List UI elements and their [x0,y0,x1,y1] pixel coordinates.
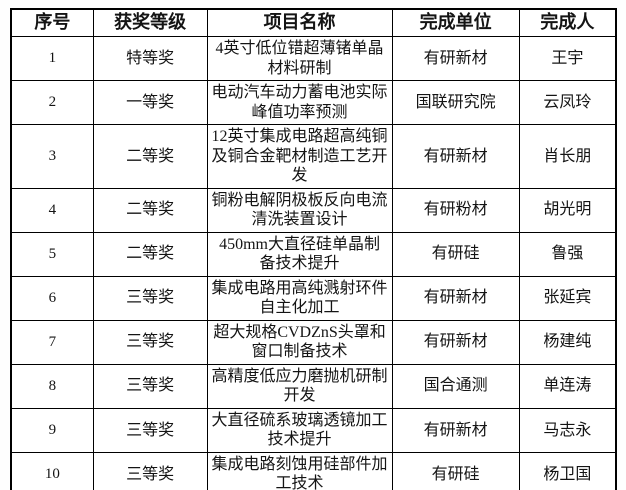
table-row: 8 三等奖 高精度低应力磨抛机研制开发 国合通测 单连涛 [10,363,617,409]
cell-no: 5 [10,231,94,277]
table-row: 4 二等奖 铜粉电解阴极板反向电流清洗装置设计 有研粉材 胡光明 [10,187,617,233]
award-results-table: 序号 获奖等级 项目名称 完成单位 完成人 1 特等奖 4英寸低位错超薄锗单晶材料研… [10,8,617,490]
header-person: 完成人 [518,8,617,37]
cell-level: 一等奖 [92,80,208,126]
cell-no: 4 [10,187,94,233]
cell-project: 12英寸集成电路超高纯铜及铜合金靶材制造工艺开发 [206,124,393,189]
cell-person: 云凤玲 [518,80,617,126]
table-row: 2 一等奖 电动汽车动力蓄电池实际峰值功率预测 国联研究院 云凤玲 [10,80,617,126]
cell-level: 二等奖 [92,187,208,233]
table-header: 序号 获奖等级 项目名称 完成单位 完成人 [10,8,617,37]
cell-person: 胡光明 [518,187,617,233]
cell-level: 三等奖 [92,451,208,490]
cell-person: 马志永 [518,407,617,453]
cell-person: 单连涛 [518,363,617,409]
cell-project: 电动汽车动力蓄电池实际峰值功率预测 [206,80,393,126]
cell-no: 10 [10,451,94,490]
cell-project: 450mm大直径硅单晶制备技术提升 [206,231,393,277]
cell-unit: 有研粉材 [391,187,520,233]
header-project: 项目名称 [206,8,393,37]
header-unit: 完成单位 [391,8,520,37]
table-row: 1 特等奖 4英寸低位错超薄锗单晶材料研制 有研新材 王宇 [10,35,617,82]
cell-unit: 有研硅 [391,451,520,490]
cell-no: 1 [10,35,94,82]
cell-unit: 国联研究院 [391,80,520,126]
table-row: 7 三等奖 超大规格CVDZnS头罩和窗口制备技术 有研新材 杨建纯 [10,319,617,365]
cell-unit: 有研新材 [391,275,520,321]
cell-person: 王宇 [518,35,617,82]
cell-person: 鲁强 [518,231,617,277]
cell-no: 7 [10,319,94,365]
cell-level: 特等奖 [92,35,208,82]
cell-project: 高精度低应力磨抛机研制开发 [206,363,393,409]
cell-person: 肖长朋 [518,124,617,189]
cell-project: 4英寸低位错超薄锗单晶材料研制 [206,35,393,82]
cell-no: 8 [10,363,94,409]
cell-unit: 国合通测 [391,363,520,409]
cell-unit: 有研新材 [391,319,520,365]
cell-level: 三等奖 [92,363,208,409]
cell-unit: 有研新材 [391,124,520,189]
cell-unit: 有研硅 [391,231,520,277]
cell-project: 大直径硫系玻璃透镜加工技术提升 [206,407,393,453]
cell-level: 二等奖 [92,231,208,277]
cell-project: 集成电路用高纯溅射环件自主化加工 [206,275,393,321]
cell-person: 杨建纯 [518,319,617,365]
cell-level: 三等奖 [92,407,208,453]
table-row: 5 二等奖 450mm大直径硅单晶制备技术提升 有研硅 鲁强 [10,231,617,277]
cell-project: 集成电路刻蚀用硅部件加工技术 [206,451,393,490]
cell-no: 9 [10,407,94,453]
cell-person: 杨卫国 [518,451,617,490]
header-level: 获奖等级 [92,8,208,37]
cell-level: 三等奖 [92,275,208,321]
cell-level: 三等奖 [92,319,208,365]
table-body: 1 特等奖 4英寸低位错超薄锗单晶材料研制 有研新材 王宇 2 一等奖 电动汽车动力蓄电池实际… [10,35,617,490]
cell-no: 2 [10,80,94,126]
table-row: 10 三等奖 集成电路刻蚀用硅部件加工技术 有研硅 杨卫国 [10,451,617,490]
header-row: 序号 获奖等级 项目名称 完成单位 完成人 [10,8,617,37]
cell-project: 超大规格CVDZnS头罩和窗口制备技术 [206,319,393,365]
cell-no: 3 [10,124,94,189]
cell-no: 6 [10,275,94,321]
cell-project: 铜粉电解阴极板反向电流清洗装置设计 [206,187,393,233]
cell-level: 二等奖 [92,124,208,189]
cell-unit: 有研新材 [391,35,520,82]
table-row: 6 三等奖 集成电路用高纯溅射环件自主化加工 有研新材 张延宾 [10,275,617,321]
table-row: 3 二等奖 12英寸集成电路超高纯铜及铜合金靶材制造工艺开发 有研新材 肖长朋 [10,124,617,189]
table-row: 9 三等奖 大直径硫系玻璃透镜加工技术提升 有研新材 马志永 [10,407,617,453]
cell-person: 张延宾 [518,275,617,321]
header-no: 序号 [10,8,94,37]
cell-unit: 有研新材 [391,407,520,453]
